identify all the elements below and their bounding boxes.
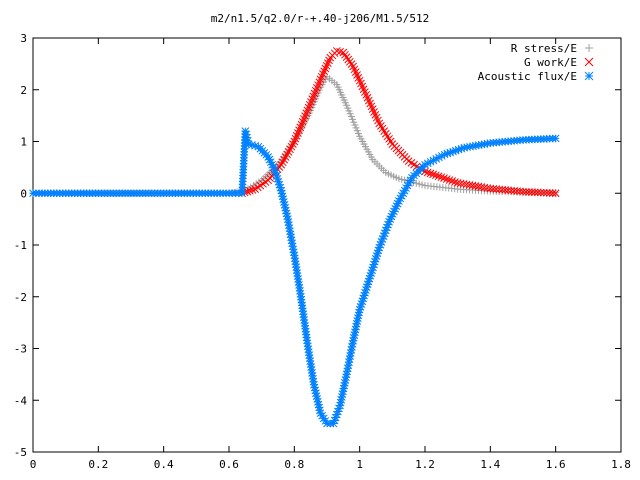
x-tick-label: 1.2 bbox=[415, 458, 435, 471]
data-point bbox=[319, 70, 327, 78]
data-point bbox=[510, 186, 518, 195]
data-point bbox=[396, 194, 405, 203]
data-point bbox=[495, 185, 504, 194]
data-point bbox=[551, 134, 560, 143]
data-point bbox=[545, 189, 554, 197]
data-point bbox=[246, 186, 254, 195]
chart-title: m2/n1.5/q2.0/r-+.40-j206/M1.5/512 bbox=[211, 12, 430, 25]
x-tick-label: 0.6 bbox=[219, 458, 239, 471]
data-point bbox=[322, 61, 331, 70]
x-tick-label: 1.6 bbox=[546, 458, 566, 471]
series-2 bbox=[238, 47, 560, 198]
x-tick-label: 0.2 bbox=[88, 458, 108, 471]
data-point bbox=[548, 189, 557, 197]
data-point bbox=[248, 186, 257, 194]
series-1 bbox=[29, 73, 560, 197]
data-point bbox=[522, 187, 530, 196]
data-point bbox=[418, 181, 426, 189]
data-point bbox=[492, 185, 501, 194]
data-point bbox=[429, 170, 438, 179]
data-point bbox=[445, 176, 454, 184]
data-point bbox=[440, 174, 448, 183]
data-point bbox=[346, 352, 355, 360]
plot-frame bbox=[32, 37, 622, 453]
legend-label: R stress/E bbox=[511, 42, 577, 55]
legend-label: G work/E bbox=[524, 56, 577, 69]
legend-label: Acoustic flux/E bbox=[478, 70, 577, 83]
data-point bbox=[325, 56, 333, 65]
data-point bbox=[448, 177, 457, 185]
data-point bbox=[320, 67, 328, 76]
x-tick-label: 0.8 bbox=[284, 458, 304, 471]
data-point bbox=[398, 176, 406, 184]
data-point bbox=[536, 188, 545, 197]
y-tick-label: -4 bbox=[14, 394, 28, 407]
x-tick-label: 1 bbox=[356, 458, 363, 471]
data-point bbox=[437, 173, 446, 182]
data-point bbox=[551, 189, 560, 198]
data-point bbox=[542, 188, 551, 197]
data-point bbox=[451, 178, 459, 186]
data-point bbox=[525, 188, 533, 196]
data-point bbox=[316, 75, 325, 84]
data-point bbox=[539, 188, 548, 197]
data-point bbox=[287, 233, 295, 242]
data-point bbox=[426, 169, 435, 178]
y-tick-label: 3 bbox=[20, 32, 27, 45]
legend-marker bbox=[584, 71, 594, 81]
y-tick-label: -2 bbox=[14, 291, 27, 304]
data-point bbox=[519, 187, 527, 196]
y-tick-label: 1 bbox=[20, 136, 27, 149]
data-point bbox=[486, 184, 495, 193]
data-point bbox=[513, 187, 521, 195]
data-point bbox=[323, 59, 332, 67]
data-point bbox=[432, 171, 440, 180]
data-point bbox=[317, 72, 326, 81]
data-point bbox=[347, 346, 356, 354]
x-tick-label: 0 bbox=[30, 458, 37, 471]
data-point bbox=[434, 172, 443, 181]
data-point bbox=[507, 186, 515, 195]
data-point bbox=[498, 185, 507, 194]
data-point bbox=[294, 129, 302, 137]
y-tick-label: 2 bbox=[20, 84, 27, 97]
data-point bbox=[531, 188, 539, 197]
axis-ticks: 0 0.2 0.4 0.6 0.8 1 1.2 1.4 1.6 1.8 3 2 1 0 -1 -2 -3 -4 -5 bbox=[14, 32, 631, 471]
legend-marker bbox=[584, 57, 594, 67]
data-point bbox=[516, 187, 524, 196]
x-tick-label: 1.8 bbox=[611, 458, 631, 471]
data-point bbox=[528, 188, 536, 196]
data-point bbox=[501, 186, 510, 194]
x-tick-label: 1.4 bbox=[480, 458, 500, 471]
data-point bbox=[272, 172, 281, 180]
data-point bbox=[533, 188, 542, 197]
y-tick-label: -3 bbox=[14, 343, 27, 356]
y-tick-label: -5 bbox=[14, 446, 27, 459]
y-tick-label: -1 bbox=[14, 239, 27, 252]
series-layer bbox=[29, 47, 560, 428]
data-point bbox=[343, 367, 352, 376]
data-point bbox=[489, 185, 498, 193]
data-point bbox=[504, 186, 513, 195]
data-point bbox=[321, 64, 330, 73]
x-tick-label: 0.4 bbox=[154, 458, 174, 471]
data-point bbox=[442, 175, 451, 183]
legend-marker bbox=[585, 44, 593, 52]
data-point bbox=[395, 175, 403, 183]
y-tick-label: 0 bbox=[20, 187, 27, 200]
data-point bbox=[415, 180, 423, 188]
series-3 bbox=[29, 127, 560, 428]
